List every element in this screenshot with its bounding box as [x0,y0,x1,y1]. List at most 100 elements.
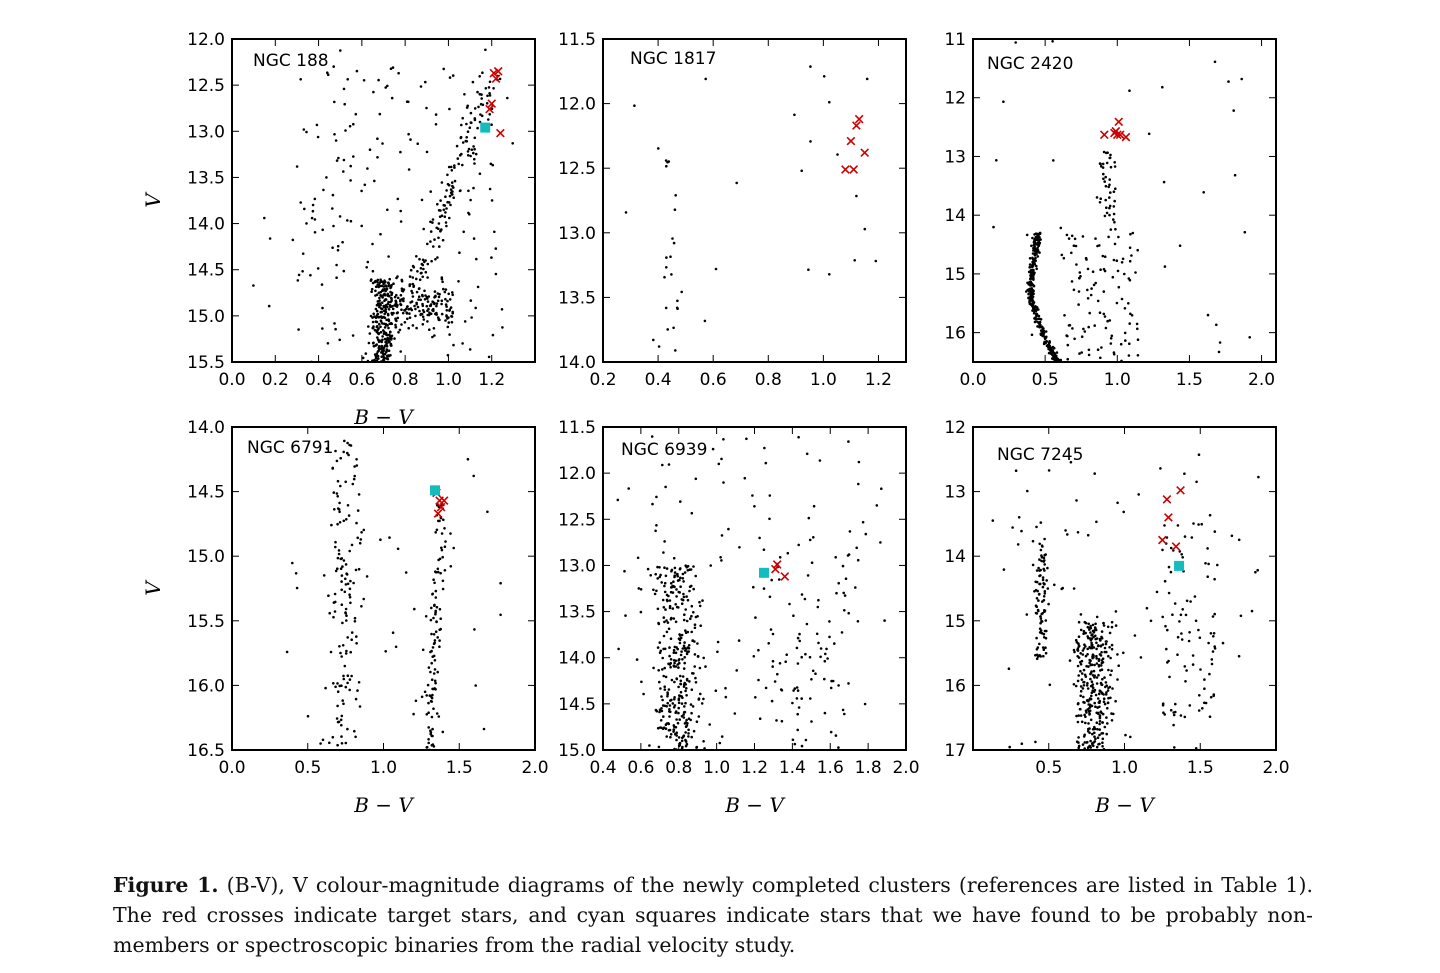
field-star [411,291,414,295]
field-star [680,633,684,637]
field-star [451,193,454,196]
field-star [370,287,374,291]
field-star [1031,236,1034,240]
field-star [415,254,418,258]
field-star [418,257,421,261]
field-star [382,309,386,313]
field-star [649,574,652,577]
field-star [798,632,801,636]
field-star [1086,740,1089,744]
field-star [1108,631,1112,635]
field-star [865,77,869,81]
field-star [1028,302,1032,306]
field-star [752,585,755,589]
field-star [753,505,756,508]
field-star [1101,745,1104,748]
field-star [673,661,676,665]
field-star [1100,635,1103,639]
field-star [439,230,442,233]
field-star [779,688,783,691]
field-star [1089,677,1092,681]
field-star [386,333,389,337]
field-star [1079,628,1083,632]
field-star [1037,237,1040,240]
field-star [409,268,413,272]
field-star [437,295,441,299]
field-star [1091,683,1095,686]
field-star [1083,673,1087,677]
field-star [665,567,669,570]
field-star [1139,656,1143,659]
field-star [385,342,389,346]
field-star [1185,669,1188,672]
field-star [1090,643,1094,647]
field-star [425,713,429,716]
field-star [679,576,682,580]
field-star [669,665,672,669]
field-star [685,694,688,697]
field-star [438,215,442,218]
field-star [745,437,748,441]
field-star [1076,720,1080,724]
field-star [386,208,389,212]
field-star [408,316,412,320]
field-star [354,697,358,701]
field-star [1039,621,1042,625]
field-star [727,527,730,531]
x-tick-label: 1.8 [855,758,882,778]
field-star [690,614,693,618]
field-star [652,666,655,670]
field-star [854,586,857,589]
field-star [1105,716,1108,719]
field-star [441,730,445,734]
field-star [1101,677,1104,681]
field-star [443,527,446,530]
plot-area [252,48,514,362]
field-star [443,204,447,207]
field-star [810,561,814,564]
field-star [331,246,334,249]
x-tick-label: 1.2 [865,370,892,390]
plot-area [616,435,886,750]
field-star [1106,722,1109,725]
field-star [336,479,340,483]
field-star [433,679,437,683]
field-star [1104,198,1107,202]
plot-frame [602,38,907,363]
field-star [668,715,671,718]
field-star [683,722,687,725]
field-star [696,654,700,658]
field-star [472,474,476,478]
field-star [1107,668,1110,672]
field-star [1123,272,1126,276]
field-star [1082,327,1085,331]
field-star [1108,206,1111,210]
field-star [378,112,382,116]
field-star [1030,293,1034,297]
field-star [757,648,760,652]
field-star [1094,634,1097,638]
field-star [796,728,799,732]
field-star [1100,691,1104,695]
field-star [336,556,340,560]
field-star [325,447,329,450]
field-star [680,650,683,653]
field-star [1213,612,1216,616]
field-star [1114,699,1117,703]
field-star [387,255,390,258]
field-star [1052,346,1056,350]
field-star [1133,634,1137,637]
field-star [684,629,687,632]
field-star [874,259,878,263]
field-star [335,717,339,720]
field-star [683,649,687,652]
field-star [1122,510,1125,514]
field-star [685,619,689,623]
field-star [447,292,451,296]
field-star [1095,721,1099,724]
field-star [433,334,436,337]
field-star [434,611,437,614]
field-star [373,328,377,332]
field-star [1104,681,1108,684]
field-star [1064,529,1067,532]
